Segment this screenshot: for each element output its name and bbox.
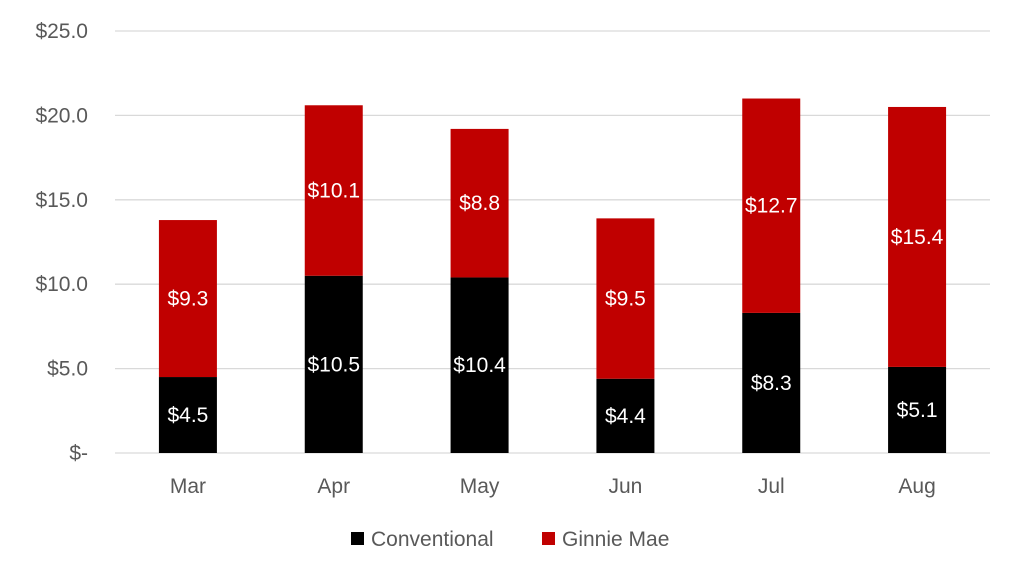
data-label: $8.3	[751, 372, 792, 395]
y-tick-label: $25.0	[35, 20, 88, 43]
x-axis-tick-labels: Mar Apr May Jun Jul Aug	[170, 475, 936, 498]
x-tick-label: Jul	[758, 475, 785, 498]
bar-segment-ginnie-mae	[158, 220, 217, 378]
x-tick-label: Jun	[608, 475, 642, 498]
legend-label: Conventional	[371, 528, 494, 551]
legend-swatch	[351, 532, 364, 545]
bar-segment-ginnie-mae	[742, 98, 801, 313]
gridlines	[115, 30, 990, 454]
y-axis-tick-labels: $- $5.0 $10.0 $15.0 $20.0 $25.0	[35, 20, 88, 465]
bar-segment-ginnie-mae	[304, 105, 363, 276]
y-tick-label: $20.0	[35, 104, 88, 127]
data-label: $12.7	[745, 195, 798, 218]
data-label: $4.5	[167, 404, 208, 427]
bar-segment-conventional	[742, 312, 801, 453]
x-tick-label: May	[460, 475, 500, 498]
x-tick-label: Apr	[317, 475, 350, 498]
data-label: $4.4	[605, 405, 646, 428]
data-label: $5.1	[897, 399, 938, 422]
bar-segment-conventional	[450, 277, 509, 453]
y-tick-label: $5.0	[47, 358, 88, 381]
y-tick-label: $10.0	[35, 273, 88, 296]
x-tick-label: Mar	[170, 475, 206, 498]
bar-segment-conventional	[596, 378, 655, 453]
bar-segment-conventional	[158, 377, 217, 453]
y-tick-label: $-	[69, 442, 88, 465]
legend-swatch	[542, 532, 555, 545]
bar-segment-ginnie-mae	[450, 128, 509, 278]
data-label: $8.8	[459, 192, 500, 215]
data-label: $10.4	[453, 354, 506, 377]
x-tick-label: Aug	[898, 475, 935, 498]
data-label: $9.3	[167, 288, 208, 311]
legend: Conventional Ginnie Mae	[351, 528, 669, 551]
bar-segment-ginnie-mae	[596, 218, 655, 379]
data-label: $10.1	[307, 180, 360, 203]
data-label: $10.5	[307, 353, 360, 376]
data-label: $9.5	[605, 288, 646, 311]
bar-segment-conventional	[304, 275, 363, 453]
data-label: $15.4	[891, 226, 944, 249]
bar-segment-conventional	[888, 366, 947, 453]
y-tick-label: $15.0	[35, 189, 88, 212]
bars: $4.5 $9.3 $10.5 $10.1 $10.4 $8.8 $4.4 $9.5 $8.3 $…	[158, 98, 947, 453]
legend-label: Ginnie Mae	[562, 528, 669, 551]
bar-segment-ginnie-mae	[888, 106, 947, 367]
